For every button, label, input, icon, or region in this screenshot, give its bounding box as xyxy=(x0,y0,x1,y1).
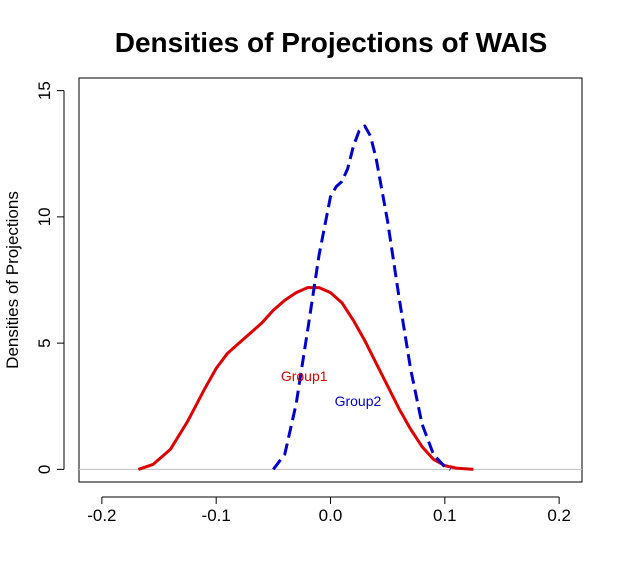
chart-title: Densities of Projections of WAIS xyxy=(115,27,548,58)
y-tick-label: 5 xyxy=(35,338,54,347)
annotation-group1: Group1 xyxy=(281,368,328,384)
x-tick-label: 0.0 xyxy=(319,506,343,525)
y-tick-label: 10 xyxy=(35,207,54,226)
y-axis-label: Densities of Projections xyxy=(3,191,22,369)
annotation-group2: Group2 xyxy=(335,393,382,409)
x-tick-label: -0.1 xyxy=(202,506,231,525)
x-tick-label: 0.1 xyxy=(433,506,457,525)
series-line-group2 xyxy=(272,124,452,471)
x-tick-label: -0.2 xyxy=(87,506,116,525)
x-tick-label: 0.2 xyxy=(547,506,571,525)
y-tick-label: 0 xyxy=(35,465,54,474)
y-tick-label: 15 xyxy=(35,81,54,100)
plot-frame xyxy=(78,77,583,483)
